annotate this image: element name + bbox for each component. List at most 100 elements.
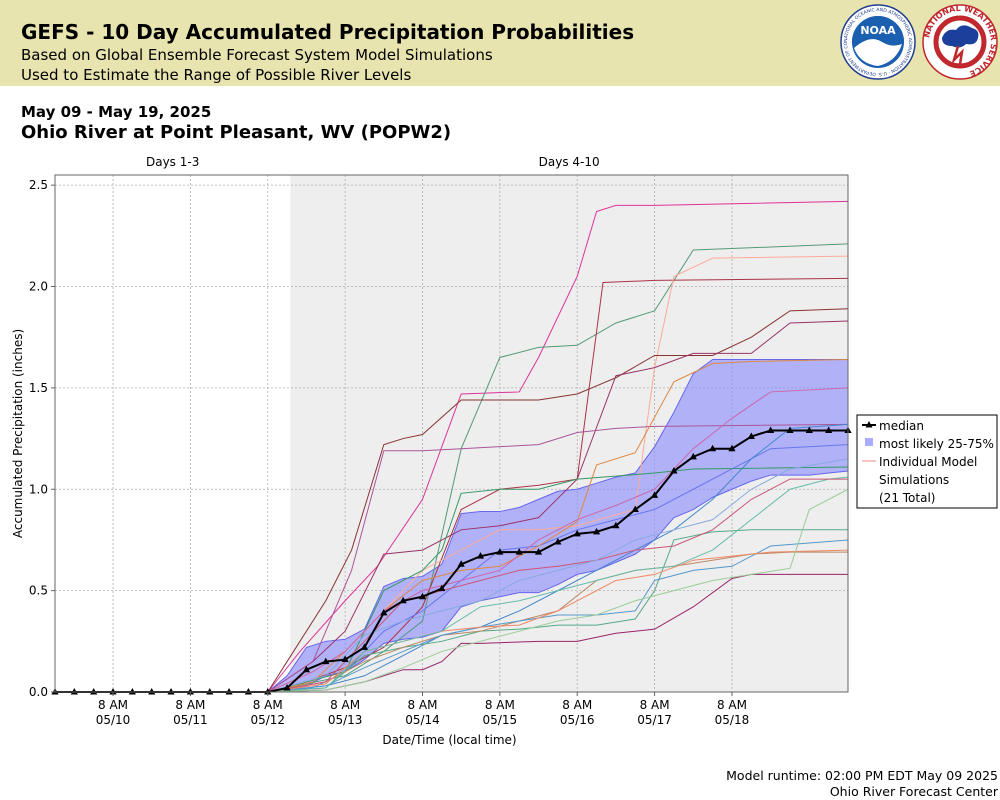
member-series-13	[267, 529, 848, 693]
median-point	[167, 688, 175, 695]
median-point	[399, 596, 407, 604]
member-series-16	[267, 539, 849, 693]
median-point	[225, 688, 233, 695]
x-tick-label: 8 AM	[98, 698, 128, 712]
median-point	[767, 426, 775, 433]
member-series-12	[267, 387, 849, 693]
period-label: Days 4-10	[539, 155, 600, 169]
y-tick-label: 1.5	[29, 381, 48, 395]
median-point	[515, 548, 523, 555]
header-banner: GEFS - 10 Day Accumulated Precipitation …	[0, 0, 1000, 86]
legend-median-marker	[865, 421, 873, 428]
median-point	[592, 527, 601, 535]
median-point	[90, 688, 98, 695]
median-point	[109, 688, 117, 695]
median-point	[457, 560, 465, 567]
median-point	[360, 643, 369, 650]
x-tick-label: 8 AM	[640, 698, 670, 712]
x-tick-label: 8 AM	[175, 698, 205, 712]
median-point	[786, 426, 794, 433]
median-point	[418, 592, 427, 600]
page-subtitle-2: Used to Estimate the Range of Possible R…	[21, 66, 412, 84]
x-tick-label: 05/11	[173, 713, 208, 727]
legend-median-label: median	[879, 419, 924, 433]
member-series-19	[267, 478, 848, 693]
x-tick-label: 8 AM	[253, 698, 283, 712]
median-point	[670, 467, 678, 474]
median-point	[322, 657, 330, 665]
y-axis-title: Accumulated Precipitation (inches)	[11, 329, 25, 538]
noaa-logo: NOAA NATIONAL OCEANIC AND ATMOSPHERIC AD…	[840, 4, 916, 80]
median-point	[341, 655, 349, 663]
median-point	[148, 688, 156, 695]
legend-iqr-label: most likely 25-75%	[879, 437, 994, 451]
x-tick-label: 05/16	[560, 713, 595, 727]
forecast-center: Ohio River Forecast Center	[829, 784, 998, 799]
y-tick-label: 2.5	[29, 178, 48, 192]
x-tick-label: 05/10	[96, 713, 131, 727]
legend-member-label: (21 Total)	[879, 491, 935, 505]
median-point	[438, 584, 446, 592]
period-label: Days 1-3	[146, 155, 199, 169]
median-point	[709, 444, 717, 452]
x-tick-label: 05/18	[715, 713, 750, 727]
x-tick-label: 8 AM	[562, 698, 592, 712]
median-point	[496, 548, 504, 555]
x-tick-label: 05/15	[483, 713, 518, 727]
x-tick-label: 05/14	[405, 713, 440, 727]
x-axis-title: Date/Time (local time)	[382, 733, 516, 747]
member-series-5	[267, 308, 849, 693]
median-point	[128, 688, 136, 695]
median-point	[534, 548, 543, 555]
member-series-20	[267, 458, 849, 693]
legend-box	[856, 414, 998, 509]
member-series-2	[267, 243, 849, 693]
member-series-14	[267, 573, 848, 693]
x-tick-label: 8 AM	[717, 698, 747, 712]
median-point	[689, 452, 697, 460]
model-runtime: Model runtime: 02:00 PM EDT May 09 2025	[726, 768, 998, 783]
x-tick-label: 8 AM	[330, 698, 360, 712]
median-point	[728, 444, 736, 452]
x-tick-label: 8 AM	[407, 698, 437, 712]
median-point	[302, 665, 311, 673]
date-range: May 09 - May 19, 2025	[21, 103, 212, 121]
member-series-7	[267, 423, 849, 693]
plot-frame	[54, 174, 849, 693]
station-title: Ohio River at Point Pleasant, WV (POPW2)	[21, 122, 452, 143]
nws-logo: NATIONAL WEATHER SERVICE	[922, 4, 998, 80]
member-series-6	[267, 320, 849, 693]
x-tick-label: 05/12	[250, 713, 285, 727]
median-point	[554, 537, 562, 545]
y-tick-label: 1.0	[29, 482, 48, 496]
median-point	[380, 608, 388, 616]
median-point	[650, 491, 659, 498]
median-point	[264, 688, 272, 695]
y-tick-label: 2.0	[29, 280, 48, 294]
median-point	[283, 683, 291, 691]
y-tick-label: 0.0	[29, 685, 48, 699]
member-series-1	[267, 200, 849, 693]
median-point	[244, 688, 253, 695]
median-point	[825, 426, 833, 433]
legend-iqr-swatch	[865, 438, 873, 446]
median-point	[747, 432, 755, 440]
median-point	[805, 426, 813, 433]
median-point	[186, 688, 194, 695]
median-point	[476, 552, 485, 559]
median-point	[70, 688, 78, 695]
x-tick-label: 05/17	[637, 713, 672, 727]
member-series-21	[267, 488, 849, 693]
x-tick-label: 05/13	[328, 713, 363, 727]
precipitation-chart: Days 1-3 Days 4-100.00.51.01.52.02.58 AM0…	[11, 155, 998, 747]
median-point	[573, 529, 581, 537]
x-tick-label: 8 AM	[485, 698, 515, 712]
page-subtitle-1: Based on Global Ensemble Forecast System…	[21, 46, 493, 64]
noaa-logo-text: NOAA	[860, 24, 896, 37]
member-series-3	[267, 277, 849, 693]
member-series-18	[267, 476, 849, 693]
legend-member-label: Individual Model	[879, 455, 977, 469]
y-tick-label: 0.5	[29, 584, 48, 598]
median-point	[631, 505, 639, 513]
median-point	[612, 521, 620, 529]
